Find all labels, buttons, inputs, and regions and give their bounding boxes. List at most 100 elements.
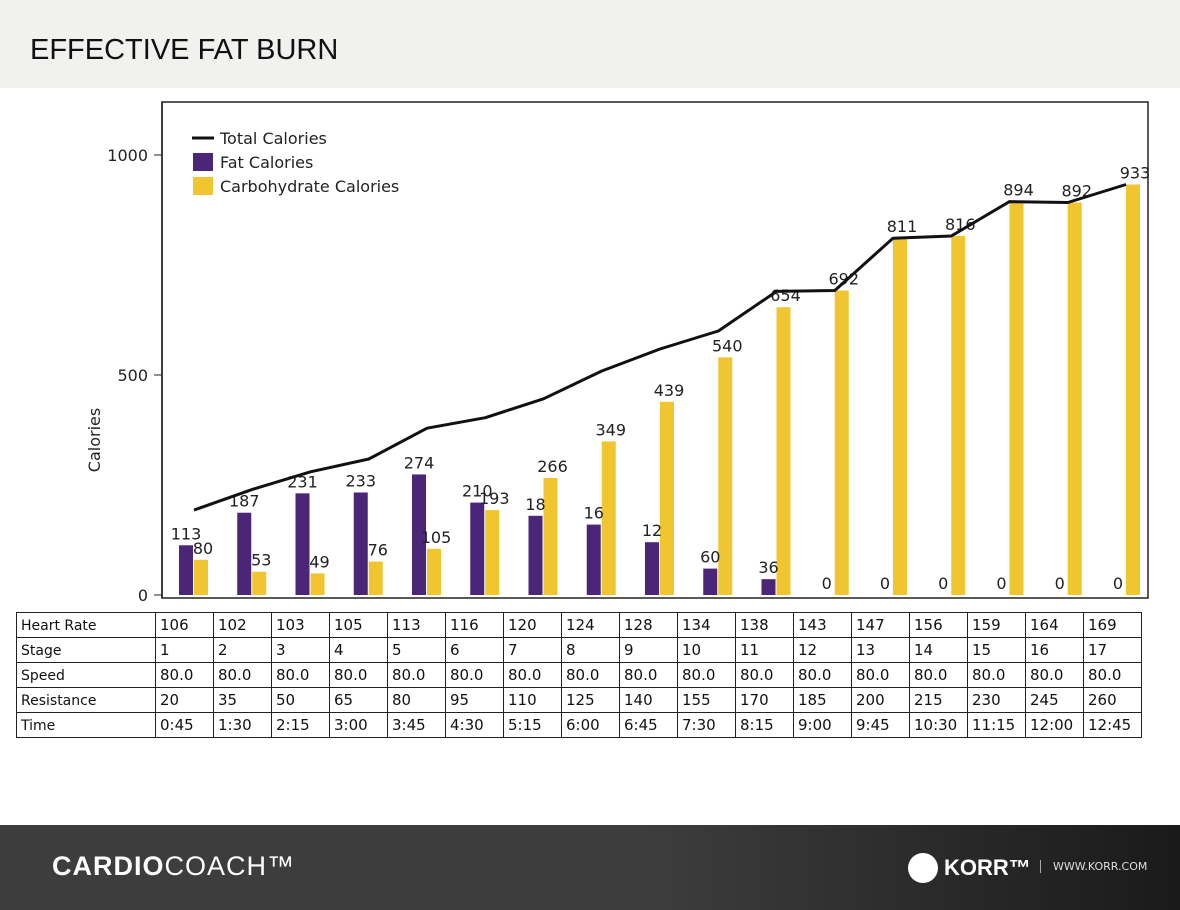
carb-label: 892 [1061, 182, 1092, 201]
table-cell: 113 [387, 612, 446, 638]
table-cell: 147 [851, 612, 910, 638]
fat-label: 0 [880, 574, 890, 593]
brand-bold: CARDIO [52, 851, 165, 881]
korr-icon [908, 853, 938, 883]
cardiocoach-logo: CARDIOCOACH™ [52, 851, 295, 882]
table-cell: 11:15 [967, 712, 1026, 738]
brand-light: COACH™ [164, 851, 296, 881]
table-cell: 120 [503, 612, 562, 638]
table-cell: 170 [735, 687, 794, 713]
table-cell: 124 [561, 612, 620, 638]
table-cell: 2:15 [271, 712, 330, 738]
carb-bar [951, 235, 966, 595]
fat-label: 113 [171, 524, 202, 543]
carb-label: 80 [193, 539, 213, 558]
carb-label: 349 [595, 420, 626, 439]
table-cell: 14 [909, 637, 968, 663]
fat-bar [237, 512, 252, 595]
carb-bar [1067, 202, 1082, 595]
table-cell: 6:00 [561, 712, 620, 738]
carb-bar [834, 290, 849, 595]
table-cell: 105 [329, 612, 388, 638]
fat-label: 0 [822, 574, 832, 593]
table-cell: 50 [271, 687, 330, 713]
fat-label: 60 [700, 548, 720, 567]
table-cell: 9 [619, 637, 678, 663]
carb-label: 654 [770, 286, 801, 305]
website-url: WWW.KORR.COM [1040, 860, 1147, 873]
calories-chart: 05001000Calories113801875323149233762741… [85, 101, 1150, 605]
carb-bar [660, 401, 674, 595]
carb-label: 53 [251, 551, 271, 570]
table-cell: 7 [503, 637, 562, 663]
table-cell: 12 [793, 637, 852, 663]
table-cell: 169 [1083, 612, 1142, 638]
stage-table: Heart Rate 106 102 103 105 113 116 120 124 128 134… [16, 612, 1142, 738]
table-cell: 106 [155, 612, 214, 638]
carb-label: 811 [887, 217, 918, 236]
fat-bar [761, 579, 776, 595]
table-cell: 245 [1025, 687, 1084, 713]
table-cell: 116 [445, 612, 504, 638]
fat-bar [645, 542, 659, 595]
fat-bar [470, 502, 485, 595]
table-cell: 138 [735, 612, 794, 638]
table-cell: 80.0 [967, 662, 1026, 688]
table-cell: 80.0 [735, 662, 794, 688]
table-cell: 80.0 [793, 662, 852, 688]
korr-logo: KORR™ [908, 853, 1031, 883]
table-cell: 128 [619, 612, 678, 638]
table-cell: 17 [1083, 637, 1142, 663]
table-cell: 80.0 [155, 662, 214, 688]
carb-bar [368, 561, 383, 595]
carb-label: 105 [421, 528, 452, 547]
table-cell: 80.0 [677, 662, 736, 688]
table-cell: 200 [851, 687, 910, 713]
legend-swatch [193, 153, 213, 171]
table-cell: 65 [329, 687, 388, 713]
carb-bar [194, 559, 208, 595]
table-row: Time 0:45 1:30 2:15 3:00 3:45 4:30 5:15 6:00 6:45… [16, 712, 1142, 738]
carb-label: 266 [537, 457, 568, 476]
fat-label: 36 [758, 558, 778, 577]
fat-label: 0 [1055, 574, 1065, 593]
table-cell: 103 [271, 612, 330, 638]
carb-bar [601, 441, 616, 595]
table-cell: 3:45 [387, 712, 446, 738]
table-cell: 10:30 [909, 712, 968, 738]
table-cell: 20 [155, 687, 214, 713]
carb-label: 193 [479, 489, 510, 508]
row-label: Stage [16, 637, 156, 663]
fat-label: 16 [584, 504, 604, 523]
carb-bar [427, 548, 441, 595]
table-cell: 185 [793, 687, 852, 713]
fat-label: 18 [525, 495, 545, 514]
carb-label: 439 [654, 381, 685, 400]
table-cell: 9:45 [851, 712, 910, 738]
table-row: Stage 1 2 3 4 5 6 7 8 9 10 11 12 13 14 15 16 17 [16, 637, 1142, 663]
row-label: Speed [16, 662, 156, 688]
table-cell: 143 [793, 612, 852, 638]
fat-label: 0 [996, 574, 1006, 593]
table-cell: 155 [677, 687, 736, 713]
table-cell: 2 [213, 637, 272, 663]
table-cell: 80 [387, 687, 446, 713]
table-cell: 12:45 [1083, 712, 1142, 738]
carb-bar [718, 357, 733, 595]
table-row: Heart Rate 106 102 103 105 113 116 120 124 128 134… [16, 612, 1142, 638]
table-cell: 5:15 [503, 712, 562, 738]
carb-bar [1126, 184, 1140, 595]
fat-bar [586, 524, 601, 595]
table-cell: 8:15 [735, 712, 794, 738]
fat-bar [703, 568, 718, 595]
table-cell: 6 [445, 637, 504, 663]
table-cell: 1:30 [213, 712, 272, 738]
table-cell: 134 [677, 612, 736, 638]
table-cell: 80.0 [909, 662, 968, 688]
y-tick-label: 0 [138, 586, 148, 605]
table-cell: 7:30 [677, 712, 736, 738]
fat-label: 274 [404, 453, 435, 472]
table-cell: 80.0 [619, 662, 678, 688]
company-name: KORR™ [944, 855, 1031, 880]
y-tick-label: 1000 [107, 146, 148, 165]
